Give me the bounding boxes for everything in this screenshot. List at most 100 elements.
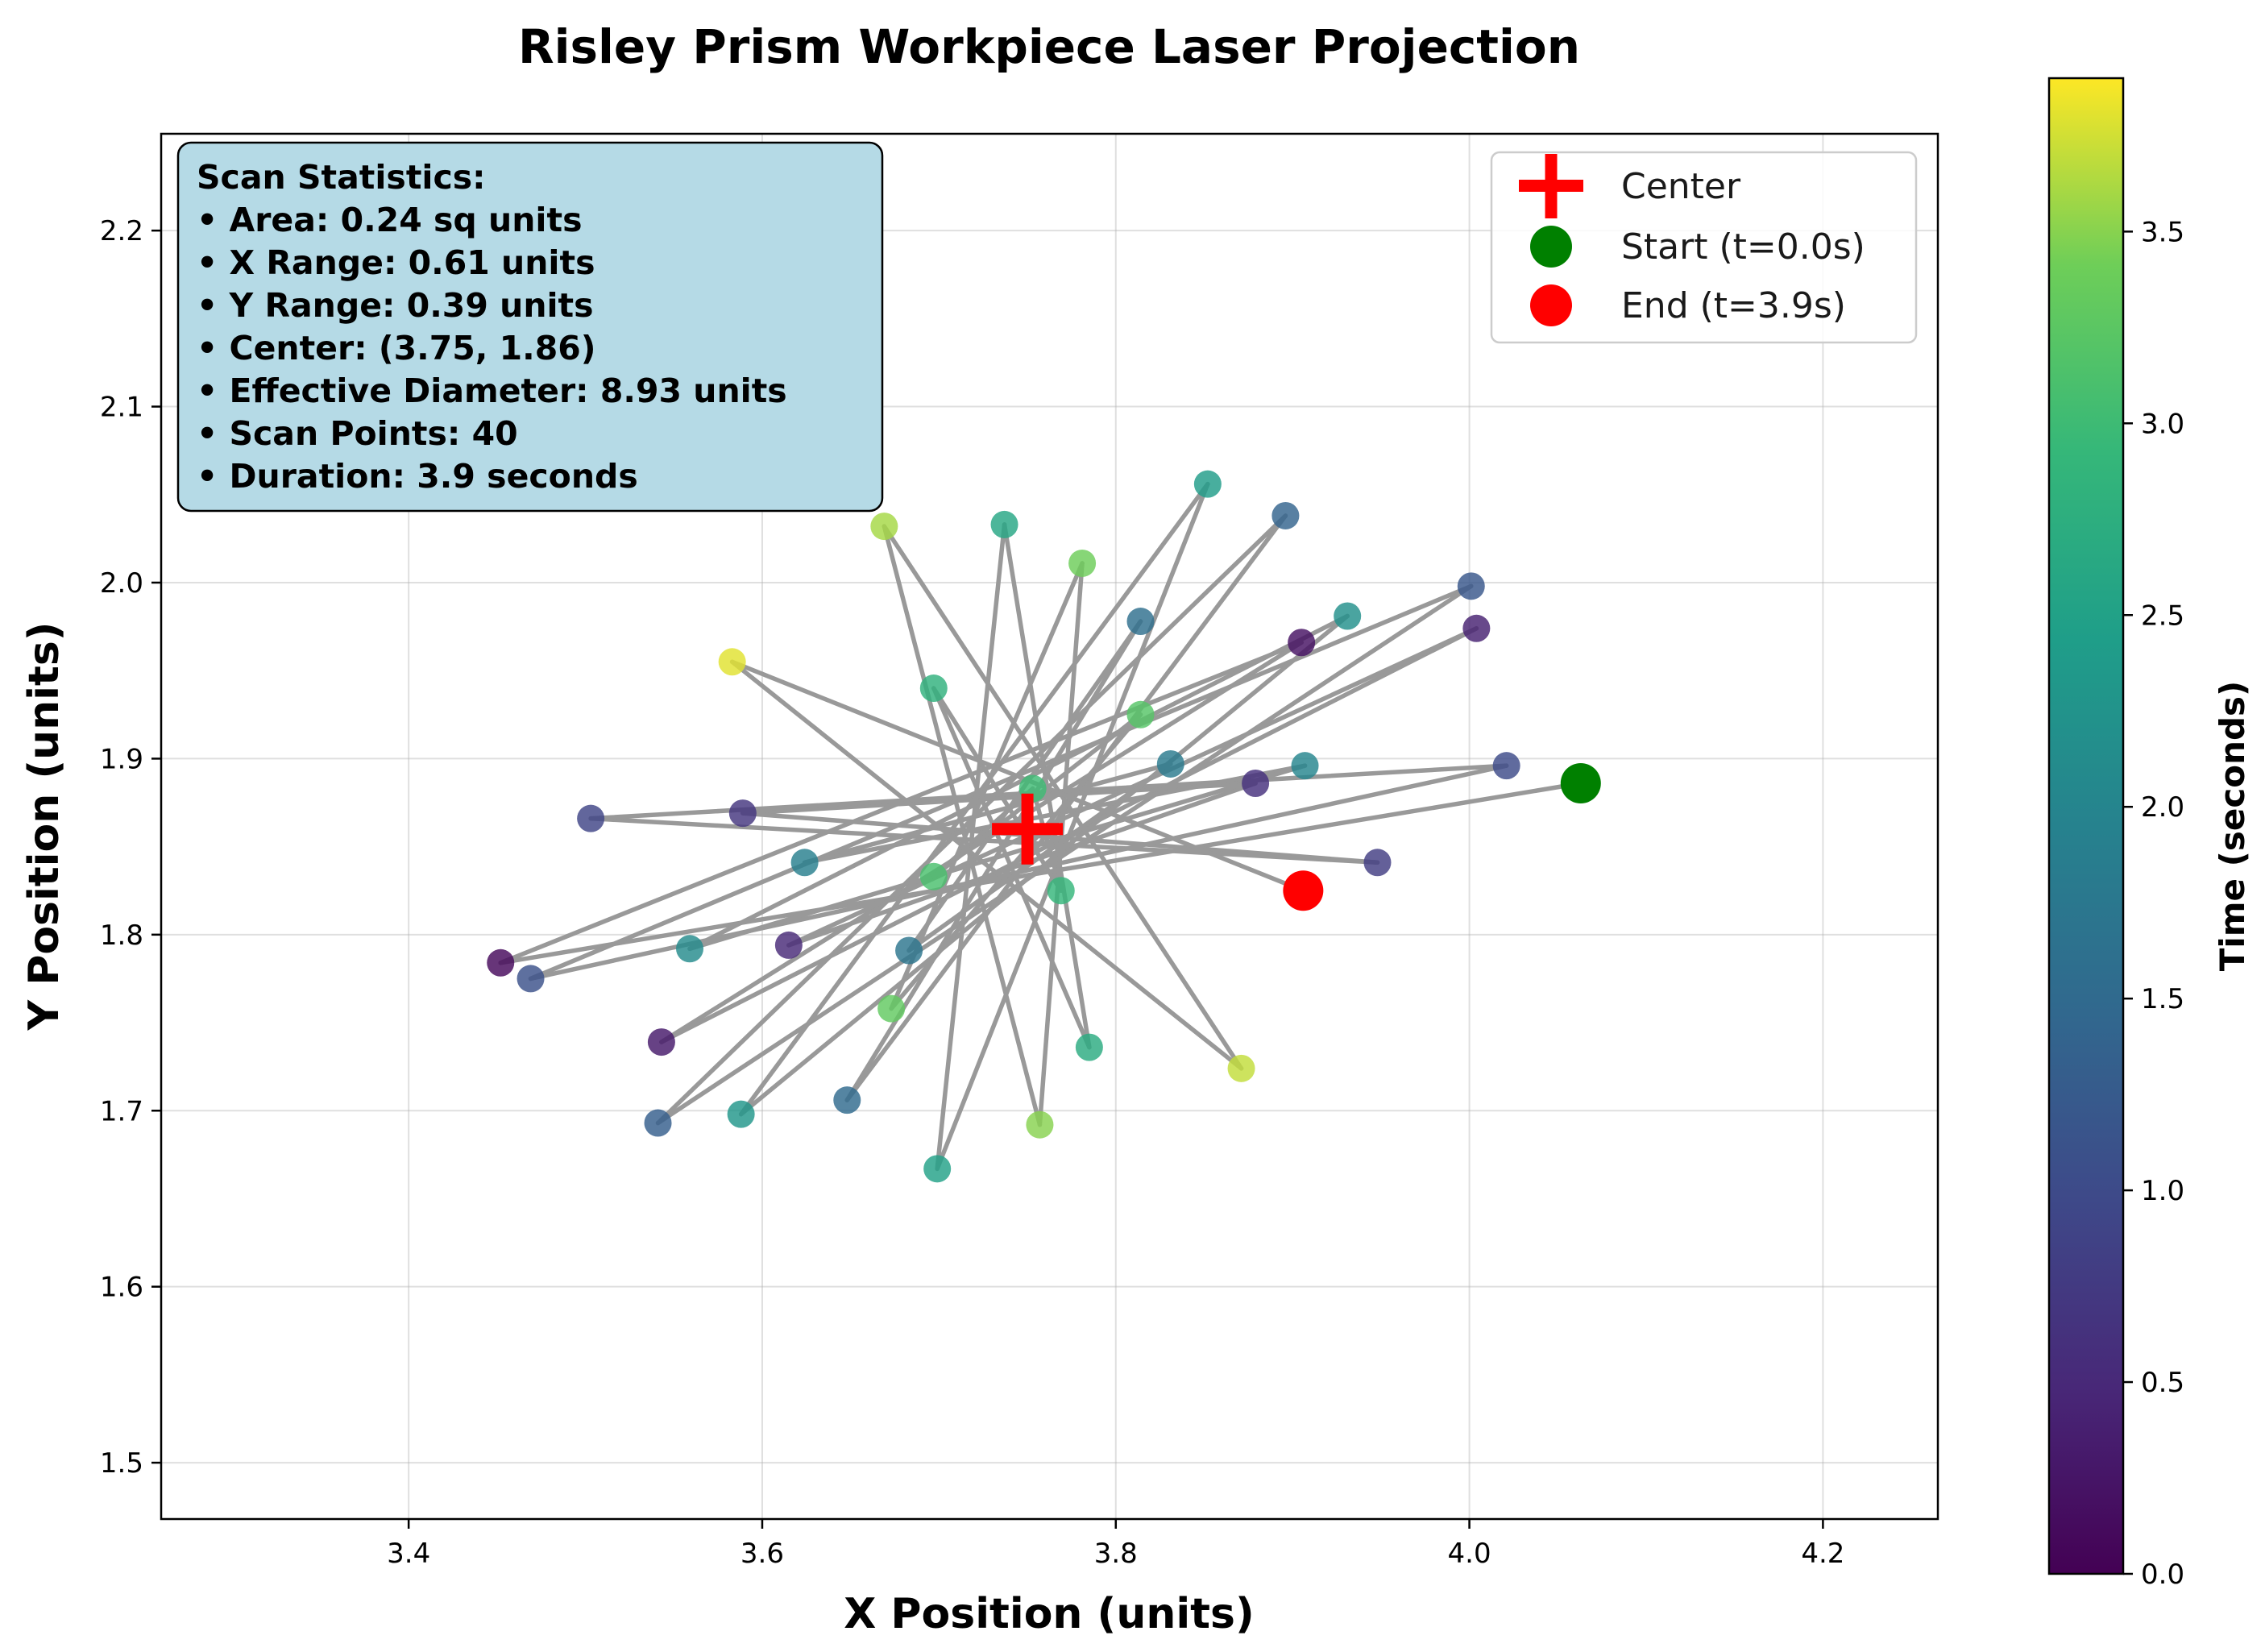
stats-line-7: • Duration: 3.9 seconds <box>197 457 638 496</box>
scan-point <box>647 1028 675 1056</box>
path-segment <box>740 781 1258 816</box>
scan-point <box>1075 1033 1103 1061</box>
scan-point <box>728 799 757 828</box>
start-marker <box>1560 762 1601 803</box>
x-tick-label: 3.6 <box>740 1538 784 1570</box>
scan-point <box>577 804 605 832</box>
special-markers <box>992 762 1601 911</box>
legend-end-marker <box>1530 284 1572 326</box>
scan-point <box>790 849 819 877</box>
colorbar-tick-label: 1.0 <box>2141 1175 2184 1207</box>
scan-point <box>1457 572 1485 600</box>
path-segment <box>882 524 1244 1071</box>
x-tick-label: 4.2 <box>1801 1538 1844 1570</box>
path-segment <box>1037 561 1085 1127</box>
scan-point <box>718 648 746 676</box>
path-segment <box>687 613 1350 952</box>
scan-point <box>870 513 898 541</box>
scan-point <box>1242 769 1270 797</box>
colorbar-ticks: 0.0 0.5 1.0 1.5 2.0 2.5 3.0 3.5 <box>2123 216 2184 1591</box>
stats-line-1: • Area: 0.24 sq units <box>197 201 582 239</box>
scan-point <box>1334 602 1362 630</box>
scan-point <box>644 1109 672 1137</box>
legend-label-end: End (t=3.9s) <box>1621 285 1846 326</box>
path-segment <box>882 524 1043 1127</box>
y-tick-label: 2.0 <box>100 567 143 600</box>
legend-box <box>1490 151 1918 344</box>
legend-label-center: Center <box>1621 166 1741 207</box>
x-axis-title: X Position (units) <box>844 1590 1255 1638</box>
scan-point <box>1462 614 1491 642</box>
scan-path <box>498 481 1583 1172</box>
stats-line-3: • Y Range: 0.39 units <box>197 286 594 325</box>
path-segment <box>889 712 1143 1011</box>
stats-box <box>176 141 884 513</box>
stats-line-2: • X Range: 0.61 units <box>197 243 595 282</box>
scan-point <box>516 965 545 993</box>
scan-point <box>1291 752 1319 780</box>
scan-point <box>774 931 803 959</box>
y-tick-label: 1.6 <box>100 1272 143 1304</box>
path-segment <box>528 583 1474 982</box>
y-tick-label: 1.5 <box>100 1447 143 1480</box>
scan-point <box>727 1100 755 1128</box>
scan-point <box>1068 549 1097 577</box>
y-axis-ticks: 1.5 1.6 1.7 1.8 1.9 2.0 2.1 2.2 <box>100 215 161 1480</box>
scan-point <box>1126 608 1155 636</box>
x-tick-label: 4.0 <box>1448 1538 1491 1570</box>
y-tick-label: 1.9 <box>100 743 143 775</box>
scan-point <box>1126 700 1155 728</box>
x-tick-label: 3.8 <box>1094 1538 1138 1570</box>
scan-point <box>990 510 1018 538</box>
scan-point <box>1156 749 1184 778</box>
scan-point <box>1026 1110 1054 1139</box>
scan-point <box>833 1086 861 1114</box>
colorbar-label: Time (seconds) <box>2213 681 2252 972</box>
center-marker <box>992 793 1064 865</box>
chart-title: Risley Prism Workpiece Laser Projection <box>518 19 1580 74</box>
scan-point <box>1227 1054 1255 1082</box>
scan-point <box>895 936 923 965</box>
stats-line-0: Scan Statistics: <box>197 158 486 197</box>
scan-point <box>1193 470 1222 498</box>
colorbar-tick-label: 1.5 <box>2141 983 2184 1015</box>
y-axis-title: Y Position (units) <box>20 621 68 1031</box>
scan-point <box>919 862 948 890</box>
x-tick-label: 3.4 <box>387 1538 430 1570</box>
path-segment <box>729 659 1244 1071</box>
path-segment <box>729 659 1306 893</box>
path-segment <box>498 781 1583 965</box>
scan-point <box>1492 752 1520 780</box>
legend: Center Start (t=0.0s) End (t=3.9s) <box>1490 151 1918 344</box>
colorbar-tick-label: 0.5 <box>2141 1367 2184 1399</box>
scan-point <box>919 674 948 703</box>
path-segment <box>931 686 1064 893</box>
stats-line-4: • Center: (3.75, 1.86) <box>197 329 596 367</box>
y-tick-label: 1.8 <box>100 919 143 952</box>
scan-point <box>877 994 906 1023</box>
path-segment <box>889 561 1085 1011</box>
path-segment <box>655 583 1474 1126</box>
legend-start-marker <box>1530 226 1572 268</box>
colorbar <box>2047 77 2125 1575</box>
stats-line-5: • Effective Diameter: 8.93 units <box>197 371 787 410</box>
stats-line-6: • Scan Points: 40 <box>197 414 518 453</box>
scan-point <box>487 948 515 977</box>
y-tick-label: 2.1 <box>100 392 143 424</box>
y-tick-label: 1.7 <box>100 1095 143 1127</box>
stats-annotation: Scan Statistics: • Area: 0.24 sq units •… <box>176 141 884 513</box>
x-axis-ticks: 3.4 3.6 3.8 4.0 4.2 <box>387 1519 1844 1570</box>
scan-point <box>923 1155 952 1183</box>
scan-point <box>1271 501 1300 529</box>
path-segment <box>1030 786 1064 893</box>
colorbar-tick-label: 2.5 <box>2141 600 2184 632</box>
scan-point <box>676 935 704 963</box>
colorbar-tick-label: 3.0 <box>2141 408 2184 440</box>
y-tick-label: 2.2 <box>100 215 143 247</box>
colorbar-tick-label: 2.0 <box>2141 791 2184 824</box>
colorbar-tick-label: 3.5 <box>2141 216 2184 248</box>
path-segment <box>844 513 1288 1102</box>
scan-point <box>1288 629 1316 657</box>
legend-center-marker <box>1519 154 1583 218</box>
